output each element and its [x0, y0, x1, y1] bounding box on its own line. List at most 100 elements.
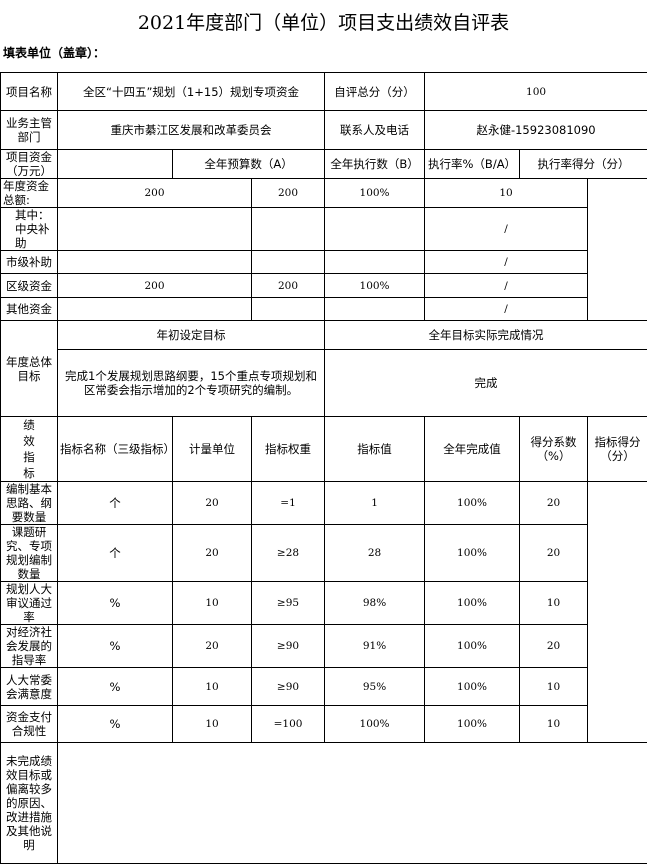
indicator-cell: =100: [252, 706, 325, 743]
project-name-label: 项目名称: [1, 73, 58, 111]
indicator-cell: 编制基本思路、纲要数量: [1, 482, 58, 525]
indicator-cell: 100%: [425, 482, 520, 525]
funds-row: 市级补助 /: [1, 251, 647, 274]
indicator-cell: 资金支付合规性: [1, 706, 58, 743]
budget: [58, 298, 252, 321]
rate-score: 10: [425, 179, 588, 208]
executed: [252, 251, 325, 274]
indicators-label: 绩效指标: [1, 417, 58, 482]
page-title: 2021年度部门（单位）项目支出绩效自评表: [0, 8, 647, 35]
indicator-cell: 10: [520, 668, 588, 706]
funds-header: 执行率%（B/A）: [425, 150, 520, 179]
indicator-cell: ≥90: [252, 668, 325, 706]
executed: [252, 298, 325, 321]
indicator-cell: 100%: [425, 625, 520, 668]
indicator-cell: 对经济社会发展的指导率: [1, 625, 58, 668]
rate-score: /: [425, 274, 588, 298]
indicator-cell: 100%: [325, 706, 425, 743]
indicator-header: 指标得分（分）: [588, 417, 647, 482]
budget: 200: [58, 274, 252, 298]
indicator-cell: 98%: [325, 582, 425, 625]
remarks-value: [58, 743, 647, 864]
funds-header: 执行率得分（分）: [520, 150, 647, 179]
funds-row: 其他资金 /: [1, 298, 647, 321]
indicator-cell: ≥28: [252, 525, 325, 582]
indicator-cell: 20: [520, 525, 588, 582]
remarks-label: 未完成绩效目标或偏离较多的原因、改进措施及其他说明: [1, 743, 58, 864]
indicator-cell: %: [58, 706, 173, 743]
goals-actual: 完成: [325, 350, 647, 417]
indicator-cell: %: [58, 582, 173, 625]
budget: [58, 208, 252, 251]
funds-row: 区级资金 200 200 100% /: [1, 274, 647, 298]
evaluation-table: 项目名称 全区“十四五”规划（1+15）规划专项资金 自评总分（分） 100 业…: [0, 72, 647, 864]
funds-item: 市级补助: [1, 251, 58, 274]
indicator-cell: 91%: [325, 625, 425, 668]
project-name: 全区“十四五”规划（1+15）规划专项资金: [58, 73, 325, 111]
indicator-cell: 95%: [325, 668, 425, 706]
indicator-cell: 规划人大审议通过率: [1, 582, 58, 625]
rate-score: /: [425, 251, 588, 274]
indicator-header: 指标值: [325, 417, 425, 482]
indicator-cell: 100%: [425, 706, 520, 743]
goals-actual-label: 全年目标实际完成情况: [325, 321, 647, 350]
rate: 100%: [325, 179, 425, 208]
indicator-cell: %: [58, 668, 173, 706]
executed: 200: [252, 274, 325, 298]
blank-cell: [58, 150, 173, 179]
rate-score: /: [425, 208, 588, 251]
dept: 重庆市綦江区发展和改革委员会: [58, 111, 325, 150]
indicator-cell: 20: [173, 525, 252, 582]
funds-item: 其中：中央补助: [1, 208, 58, 251]
funds-item: 其他资金: [1, 298, 58, 321]
indicator-cell: 100%: [425, 525, 520, 582]
indicator-header: 指标名称（三级指标）: [58, 417, 173, 482]
indicator-cell: 100%: [425, 582, 520, 625]
indicator-cell: =1: [252, 482, 325, 525]
unit-label: 填表单位（盖章）：: [3, 44, 105, 61]
goals-set: 完成1个发展规划思路纲要，15个重点专项规划和区常委会指示增加的2个专项研究的编…: [58, 350, 325, 417]
funds-row: 其中：中央补助 /: [1, 208, 647, 251]
contact: 赵永健-15923081090: [425, 111, 647, 150]
funds-label: 项目资金（万元）: [1, 150, 58, 179]
indicator-cell: 个: [58, 525, 173, 582]
indicator-cell: ≥90: [252, 625, 325, 668]
indicator-cell: 20: [173, 482, 252, 525]
contact-label: 联系人及电话: [325, 111, 425, 150]
rate-score: /: [425, 298, 588, 321]
funds-header: 全年执行数（B）: [325, 150, 425, 179]
indicator-cell: 10: [173, 706, 252, 743]
rate: [325, 251, 425, 274]
indicator-cell: 28: [325, 525, 425, 582]
indicator-cell: 课题研究、专项规划编制数量: [1, 525, 58, 582]
rate: [325, 298, 425, 321]
indicator-cell: 10: [173, 582, 252, 625]
indicator-cell: 1: [325, 482, 425, 525]
executed: 200: [252, 179, 325, 208]
budget: [58, 251, 252, 274]
funds-item: 年度资金总额:: [1, 179, 58, 208]
indicator-cell: 人大常委会满意度: [1, 668, 58, 706]
rate: 100%: [325, 274, 425, 298]
indicator-cell: ≥95: [252, 582, 325, 625]
indicator-cell: 20: [173, 625, 252, 668]
indicator-header: 指标权重: [252, 417, 325, 482]
executed: [252, 208, 325, 251]
indicator-cell: 20: [520, 625, 588, 668]
budget: 200: [58, 179, 252, 208]
indicator-cell: 10: [520, 582, 588, 625]
total-score: 100: [425, 73, 647, 111]
indicator-cell: 20: [520, 482, 588, 525]
funds-header: 全年预算数（A）: [173, 150, 325, 179]
indicator-header: 全年完成值: [425, 417, 520, 482]
indicator-cell: %: [58, 625, 173, 668]
funds-item: 区级资金: [1, 274, 58, 298]
indicator-cell: 10: [520, 706, 588, 743]
indicator-cell: 个: [58, 482, 173, 525]
